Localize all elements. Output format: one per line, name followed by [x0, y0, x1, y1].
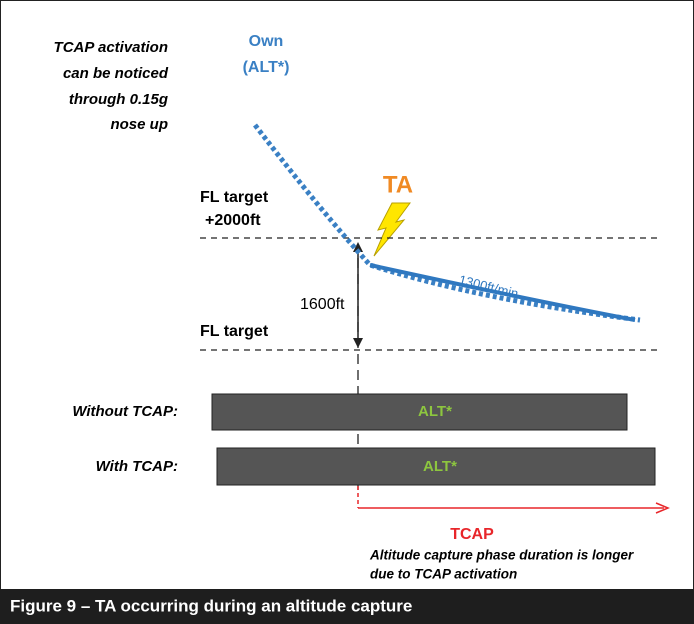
own-label: Own	[249, 33, 284, 50]
upper-level-label: FL target	[200, 189, 269, 206]
caption: Figure 9 – TA occurring during an altitu…	[10, 596, 412, 615]
own-trajectory-tcap	[369, 263, 636, 322]
mode-bar	[216, 447, 656, 486]
gap-arrow-head	[353, 242, 363, 252]
tcap-arrow-head	[655, 502, 670, 514]
caption-bar	[0, 589, 694, 624]
upper-level-offset: +2000ft	[205, 212, 261, 229]
ta-label: TA	[383, 171, 413, 198]
tcap-note: due to TCAP activation	[370, 567, 517, 582]
bar-mode: ALT*	[418, 403, 452, 420]
note-line: through 0.15g	[69, 91, 168, 108]
gap-label: 1600ft	[300, 296, 345, 313]
note-line: TCAP activation	[54, 39, 168, 56]
tcap-label: TCAP	[450, 526, 494, 543]
note-line: nose up	[110, 116, 168, 133]
bar-mode: ALT*	[423, 458, 457, 475]
bar-label: Without TCAP:	[72, 403, 178, 420]
bar-label: With TCAP:	[96, 458, 178, 475]
gap-arrow-head	[353, 338, 363, 348]
own-mode: (ALT*)	[243, 59, 290, 76]
note-line: can be noticed	[63, 65, 169, 82]
note: TCAP activation can be noticed through 0…	[54, 39, 169, 133]
tcap-note: Altitude capture phase duration is longe…	[369, 548, 634, 563]
mode-bar	[211, 393, 628, 431]
lower-level-label: FL target	[200, 323, 269, 340]
